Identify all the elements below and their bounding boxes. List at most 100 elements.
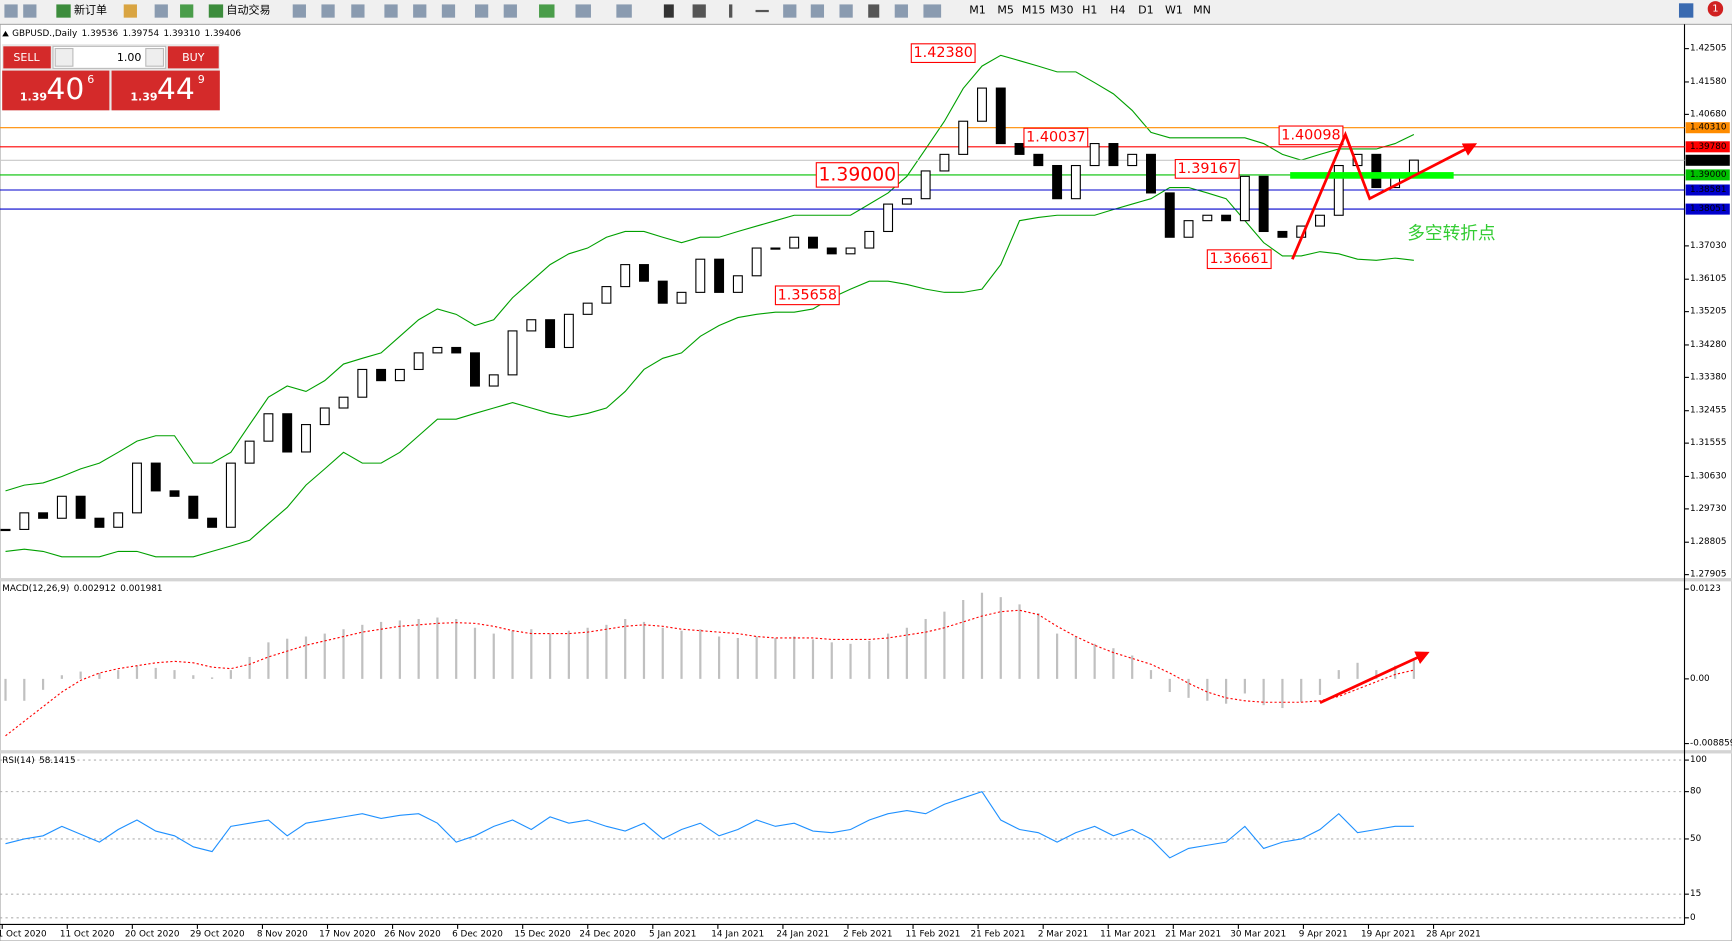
icon[interactable] <box>692 4 706 18</box>
x-tick-label: 8 Nov 2020 <box>257 929 308 939</box>
icon[interactable] <box>292 4 306 18</box>
lot-input[interactable] <box>52 45 167 69</box>
candle <box>188 495 199 519</box>
icon[interactable] <box>894 4 908 18</box>
candle <box>995 87 1006 145</box>
buy-price-pips: 44 <box>157 72 195 107</box>
candle <box>1146 153 1156 194</box>
candle <box>864 230 875 249</box>
y-tick-label: 80 <box>1690 787 1702 797</box>
icon[interactable] <box>923 4 942 18</box>
candle <box>301 424 311 453</box>
icon[interactable] <box>351 4 365 18</box>
icon[interactable] <box>23 4 37 18</box>
candle <box>1315 214 1325 227</box>
icon[interactable] <box>474 4 489 18</box>
indicator-header: MACD(12,26,9) 0.002912 0.001981 <box>2 584 162 594</box>
notification-badge[interactable] <box>1707 1 1724 17</box>
lot-value: 1.00 <box>117 51 142 64</box>
x-tick-label: 2 Feb 2021 <box>843 929 892 939</box>
ohlc-value: 1.39406 <box>205 29 242 39</box>
icon[interactable] <box>663 4 674 18</box>
icon[interactable] <box>384 4 398 18</box>
timeframe-button[interactable]: D1 <box>1138 3 1154 16</box>
icon[interactable] <box>729 4 733 18</box>
y-tick-label: 1.41580 <box>1690 77 1727 87</box>
icon[interactable] <box>4 4 18 18</box>
candle <box>977 87 987 122</box>
price-annotation: 1.40037 <box>1026 130 1085 146</box>
trend-arrow <box>1291 130 1478 260</box>
timeframe-button[interactable]: M30 <box>1050 3 1074 16</box>
y-tick-label: 1.29730 <box>1690 504 1727 514</box>
icon[interactable] <box>503 4 517 18</box>
icon[interactable] <box>868 4 880 18</box>
x-tick-label: 15 Dec 2020 <box>514 929 571 939</box>
candle <box>75 495 86 519</box>
chart-window <box>0 23 1732 941</box>
toolbar-button[interactable]: 自动交易 <box>226 2 270 16</box>
lot-up[interactable] <box>145 47 165 67</box>
y-tick-label: 1.28805 <box>1690 537 1727 547</box>
sell-price-pips: 40 <box>46 72 84 107</box>
icon[interactable] <box>180 4 194 18</box>
candle <box>901 198 912 205</box>
price-annotation-box <box>1278 125 1344 146</box>
icon[interactable] <box>575 4 591 18</box>
candle <box>563 313 574 349</box>
autotrade-icon[interactable] <box>208 4 224 18</box>
buy-price-box[interactable] <box>111 70 220 111</box>
price-annotation-box <box>774 285 840 306</box>
icon[interactable] <box>755 9 769 13</box>
candle <box>1033 153 1044 167</box>
x-tick-label: 29 Oct 2020 <box>190 929 245 939</box>
icon[interactable] <box>810 4 825 18</box>
sell-price-head: 1.39 <box>20 91 47 104</box>
y-tick-label: 1.32455 <box>1690 406 1727 416</box>
candle <box>94 517 105 528</box>
price-level-box <box>1685 154 1730 166</box>
candle <box>1070 164 1081 200</box>
candle <box>545 319 556 349</box>
candle <box>789 236 800 249</box>
lot-down[interactable] <box>54 47 74 67</box>
icon[interactable] <box>783 4 797 18</box>
annotation-note: 多空转折点 <box>1407 223 1495 244</box>
candle <box>601 286 612 304</box>
icon[interactable] <box>321 4 335 18</box>
icon[interactable] <box>839 4 853 18</box>
candle <box>38 512 49 519</box>
sell-button[interactable] <box>3 46 51 69</box>
candle <box>958 120 969 155</box>
price-level-label: 1.39780 <box>1690 142 1727 152</box>
timeframe-button[interactable]: M5 <box>997 3 1014 16</box>
icon[interactable] <box>123 4 137 18</box>
new-order-icon[interactable] <box>56 4 71 18</box>
symbol: GBPUSD.,Daily <box>12 29 77 39</box>
timeframe-button[interactable]: MN <box>1193 3 1211 16</box>
x-tick-label: 2 Mar 2021 <box>1038 929 1088 939</box>
icon[interactable] <box>616 4 632 18</box>
candle <box>376 368 387 382</box>
timeframe-button[interactable]: W1 <box>1165 3 1183 16</box>
price-level-label: 1.40310 <box>1690 123 1727 133</box>
price-level-label: 1.39406 <box>1690 155 1727 165</box>
sell-price-box[interactable] <box>2 70 110 111</box>
collapse-icon[interactable] <box>2 30 9 37</box>
y-tick-label: 100 <box>1690 755 1707 765</box>
toolbar-button[interactable]: 新订单 <box>74 2 107 16</box>
buy-button[interactable] <box>167 46 219 69</box>
search-icon[interactable] <box>1678 3 1694 18</box>
icon[interactable] <box>413 4 427 18</box>
icon[interactable] <box>154 4 168 18</box>
y-tick-label: 1.30630 <box>1690 471 1727 481</box>
icon[interactable] <box>539 4 555 18</box>
candle <box>695 258 706 293</box>
timeframe-button[interactable]: H1 <box>1082 3 1097 16</box>
icon[interactable] <box>441 4 456 18</box>
timeframe-button[interactable]: M1 <box>969 3 986 16</box>
chart-header: GBPUSD.,Daily 1.39536 1.39754 1.39310 1.3940… <box>12 29 241 39</box>
timeframe-button[interactable]: M15 <box>1022 3 1046 16</box>
timeframe-button[interactable]: H4 <box>1110 3 1125 16</box>
